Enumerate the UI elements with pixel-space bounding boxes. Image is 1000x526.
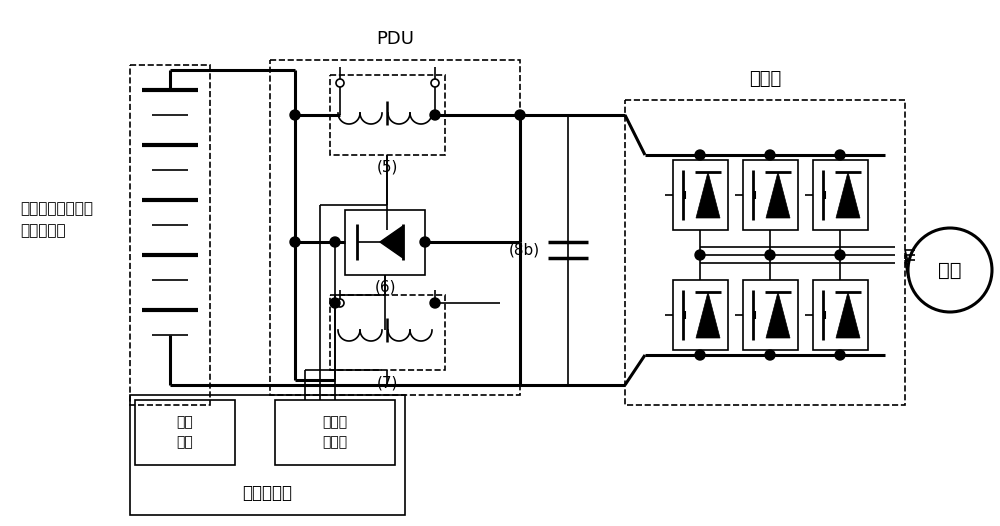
Bar xyxy=(135,400,235,465)
Polygon shape xyxy=(380,226,403,258)
Circle shape xyxy=(336,79,344,87)
Polygon shape xyxy=(696,292,720,338)
Bar xyxy=(813,280,868,350)
Bar xyxy=(813,160,868,230)
Text: 继电器
驱动器: 继电器 驱动器 xyxy=(322,415,348,449)
Text: 逆变器: 逆变器 xyxy=(749,70,781,88)
Text: (5): (5) xyxy=(376,160,398,175)
Text: (8b): (8b) xyxy=(509,242,540,258)
Circle shape xyxy=(515,110,525,120)
Bar xyxy=(270,60,520,395)
Polygon shape xyxy=(836,172,860,218)
Bar xyxy=(130,65,210,405)
Bar xyxy=(275,400,395,465)
Bar xyxy=(743,160,798,230)
Polygon shape xyxy=(766,292,790,338)
Bar xyxy=(625,100,905,405)
Circle shape xyxy=(336,299,344,307)
Circle shape xyxy=(765,350,775,360)
Text: PDU: PDU xyxy=(376,30,414,48)
Circle shape xyxy=(765,250,775,260)
Circle shape xyxy=(431,299,439,307)
Circle shape xyxy=(835,150,845,160)
Circle shape xyxy=(835,250,845,260)
Bar xyxy=(130,395,405,515)
Text: 燃料电池（电池或
超级电容）: 燃料电池（电池或 超级电容） xyxy=(20,201,93,239)
Text: 门驱
动器: 门驱 动器 xyxy=(177,415,193,449)
Bar xyxy=(673,160,728,230)
Circle shape xyxy=(695,350,705,360)
Circle shape xyxy=(330,237,340,247)
Circle shape xyxy=(431,79,439,87)
Circle shape xyxy=(420,237,430,247)
Bar xyxy=(330,75,445,155)
Bar xyxy=(673,280,728,350)
Polygon shape xyxy=(696,172,720,218)
Bar xyxy=(743,280,798,350)
Circle shape xyxy=(835,350,845,360)
Text: 马达: 马达 xyxy=(938,260,962,279)
Text: (7): (7) xyxy=(376,375,398,390)
Circle shape xyxy=(330,298,340,308)
Text: (6): (6) xyxy=(374,280,396,295)
Circle shape xyxy=(290,110,300,120)
Circle shape xyxy=(765,150,775,160)
Polygon shape xyxy=(836,292,860,338)
Circle shape xyxy=(290,237,300,247)
Bar xyxy=(330,295,445,370)
Text: 控制器单元: 控制器单元 xyxy=(242,484,292,502)
Polygon shape xyxy=(766,172,790,218)
Circle shape xyxy=(695,150,705,160)
Circle shape xyxy=(430,298,440,308)
Bar xyxy=(345,210,425,275)
Circle shape xyxy=(430,110,440,120)
Circle shape xyxy=(695,250,705,260)
